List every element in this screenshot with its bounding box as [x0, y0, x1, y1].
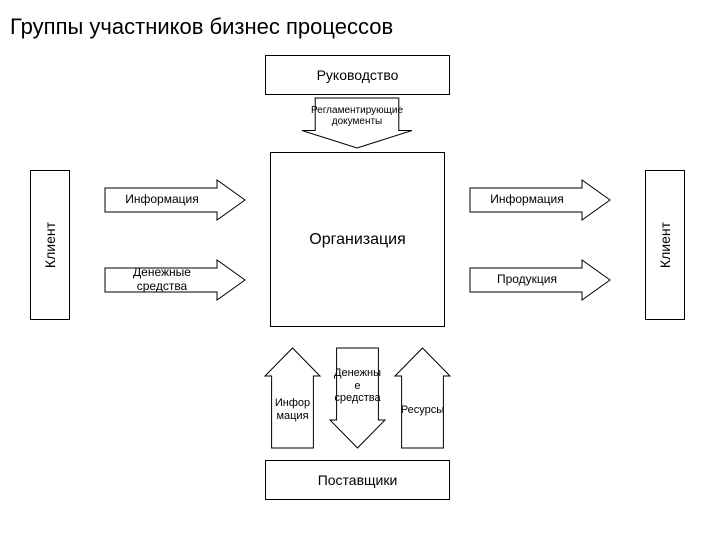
arrow-money-in	[105, 260, 245, 300]
organization-label: Организация	[309, 231, 406, 249]
management-box: Руководство	[265, 55, 450, 95]
management-label: Руководство	[317, 67, 399, 83]
page-title: Группы участников бизнес процессов	[10, 14, 393, 40]
arrow-info-up	[265, 348, 320, 448]
organization-box: Организация	[270, 152, 445, 327]
arrow-product	[470, 260, 610, 300]
suppliers-box: Поставщики	[265, 460, 450, 500]
client-left-label: Клиент	[42, 222, 58, 268]
arrow-info-in	[105, 180, 245, 220]
arrow-regs	[302, 98, 412, 148]
client-right-box: Клиент	[645, 170, 685, 320]
client-right-label: Клиент	[657, 222, 673, 268]
arrow-info-out	[470, 180, 610, 220]
client-left-box: Клиент	[30, 170, 70, 320]
suppliers-label: Поставщики	[318, 472, 398, 488]
arrow-money-down	[330, 348, 385, 448]
arrow-resources	[395, 348, 450, 448]
